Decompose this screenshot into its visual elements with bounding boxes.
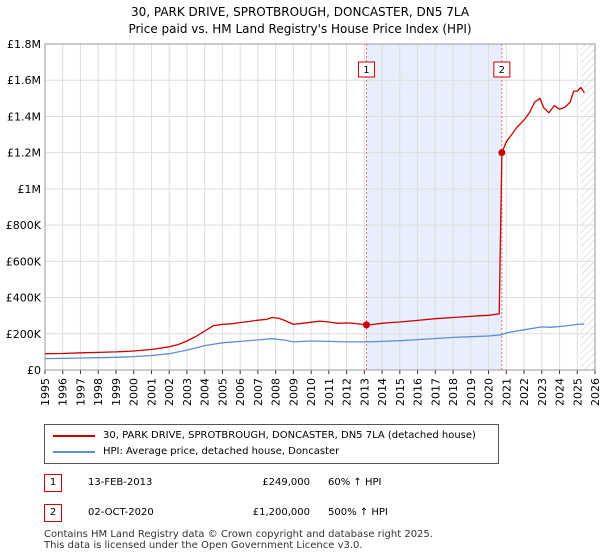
footer-copyright: Contains HM Land Registry data © Crown c…: [44, 529, 433, 540]
y-tick-label: £0: [27, 364, 41, 377]
x-tick-label: 2026: [589, 378, 600, 406]
transaction-point: [498, 149, 506, 157]
transaction-date: 02-OCT-2020: [88, 507, 154, 518]
x-tick-label: 2016: [412, 378, 425, 406]
footer: Contains HM Land Registry data © Crown c…: [44, 529, 433, 551]
x-tick-label: 2012: [341, 378, 354, 406]
x-tick-label: 2008: [270, 378, 283, 406]
y-tick-label: £800K: [6, 219, 42, 232]
plot-area: [45, 44, 595, 370]
x-tick-label: 2002: [163, 378, 176, 406]
x-tick-label: 2006: [234, 378, 247, 406]
y-tick-label: £1.4M: [7, 110, 41, 123]
transaction-price: £1,200,000: [252, 507, 310, 518]
transaction-point: [362, 321, 370, 329]
x-tick-label: 2000: [128, 378, 141, 406]
x-tick-label: 1996: [57, 378, 70, 406]
plot-border: [44, 43, 596, 371]
transaction-price: £249,000: [262, 477, 310, 488]
legend: 30, PARK DRIVE, SPROTBROUGH, DONCASTER, …: [44, 424, 499, 464]
x-tick-label: 2014: [376, 378, 389, 406]
x-tick-label: 2020: [483, 378, 496, 406]
y-tick-label: £1.6M: [7, 74, 41, 87]
x-tick-label: 1998: [92, 378, 105, 406]
x-tick-label: 2022: [518, 378, 531, 406]
transaction-label: 2: [499, 65, 505, 76]
x-tick-label: 2017: [429, 378, 442, 406]
footer-licence: This data is licensed under the Open Gov…: [44, 540, 363, 551]
transaction-date: 13-FEB-2013: [88, 477, 153, 488]
series-line-price: [44, 86, 585, 355]
x-tick-label: 2001: [145, 378, 158, 406]
y-tick-label: £1.8M: [7, 38, 41, 51]
legend-swatch-price: [53, 435, 95, 437]
y-tick-label: £1.2M: [7, 147, 41, 160]
transaction-hpi: 60% ↑ HPI: [328, 477, 382, 488]
x-tick-label: 2025: [571, 378, 584, 406]
x-tick-label: 2003: [181, 378, 194, 406]
x-tick-label: 2007: [252, 378, 265, 406]
x-tick-label: 2018: [447, 378, 460, 406]
x-tick-label: 2023: [536, 378, 549, 406]
x-tick-label: 2010: [305, 378, 318, 406]
x-tick-label: 1995: [39, 378, 52, 406]
y-tick-label: £400K: [6, 292, 42, 305]
x-tick-label: 2013: [358, 378, 371, 406]
x-tick-label: 2009: [287, 378, 300, 406]
legend-label-price: 30, PARK DRIVE, SPROTBROUGH, DONCASTER, …: [103, 430, 476, 441]
series-line-hpi: [44, 323, 585, 360]
transaction-label-box: [493, 61, 511, 78]
x-tick-label: 1999: [110, 378, 123, 406]
transaction-marker: 2: [44, 504, 62, 522]
transaction-hpi: 500% ↑ HPI: [328, 507, 388, 518]
x-tick-label: 2021: [500, 378, 513, 406]
legend-label-hpi: HPI: Average price, detached house, Donc…: [103, 446, 340, 457]
y-tick-label: £1M: [18, 183, 42, 196]
hatched-region: [580, 44, 595, 370]
transaction-label-box: [357, 61, 375, 78]
x-tick-label: 2019: [465, 378, 478, 406]
y-tick-label: £200K: [6, 328, 42, 341]
x-tick-label: 1997: [74, 378, 87, 406]
chart-title: 30, PARK DRIVE, SPROTBROUGH, DONCASTER, …: [131, 5, 470, 19]
x-tick-label: 2005: [216, 378, 229, 406]
price-chart: 30, PARK DRIVE, SPROTBROUGH, DONCASTER, …: [6, 5, 600, 406]
y-tick-label: £600K: [6, 255, 42, 268]
legend-swatch-hpi: [53, 451, 95, 453]
x-tick-label: 2011: [323, 378, 336, 406]
x-tick-label: 2015: [394, 378, 407, 406]
x-tick-label: 2004: [199, 378, 212, 406]
x-tick-label: 2024: [554, 378, 567, 406]
transaction-label: 1: [363, 65, 369, 76]
chart-subtitle: Price paid vs. HM Land Registry's House …: [128, 22, 471, 36]
shaded-region: [366, 44, 502, 370]
transaction-marker: 1: [44, 474, 62, 492]
